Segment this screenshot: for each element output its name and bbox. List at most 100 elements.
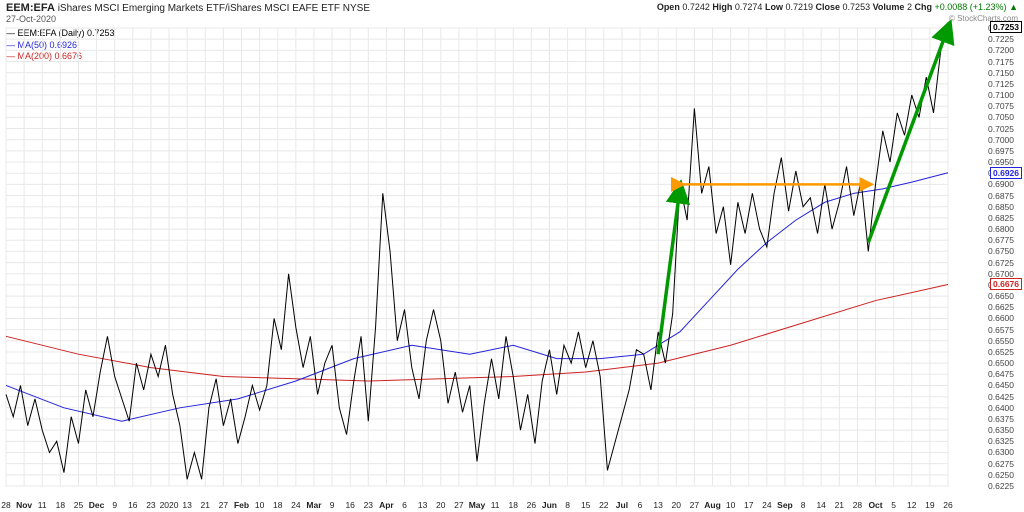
y-tick-label: 0.6225 <box>988 481 1014 491</box>
x-tick-label: 24 <box>762 500 771 510</box>
x-tick-label: 18 <box>56 500 65 510</box>
x-tick-label: Sep <box>777 500 793 510</box>
y-tick-label: 0.7150 <box>988 68 1014 78</box>
y-tick-label: 0.6650 <box>988 291 1014 301</box>
x-tick-label: Dec <box>89 500 105 510</box>
volume-label: Volume <box>873 2 905 12</box>
price-flag: 0.6676 <box>990 278 1022 290</box>
x-tick-label: 20 <box>672 500 681 510</box>
chg-label: Chg <box>914 2 932 12</box>
x-tick-label: 21 <box>201 500 210 510</box>
y-tick-label: 0.6575 <box>988 325 1014 335</box>
x-tick-label: 20 <box>436 500 445 510</box>
x-tick-label: 11 <box>491 500 500 510</box>
y-tick-label: 0.6825 <box>988 213 1014 223</box>
y-tick-label: 0.7050 <box>988 112 1014 122</box>
price-flag: 0.6926 <box>990 167 1022 179</box>
y-tick-label: 0.6775 <box>988 235 1014 245</box>
x-tick-label: 10 <box>255 500 264 510</box>
y-tick-label: 0.7200 <box>988 45 1014 55</box>
y-tick-label: 0.7025 <box>988 124 1014 134</box>
x-tick-label: 10 <box>726 500 735 510</box>
x-tick-label: 13 <box>653 500 662 510</box>
y-tick-label: 0.6975 <box>988 146 1014 156</box>
close-label: Close <box>816 2 841 12</box>
y-tick-label: 0.7075 <box>988 101 1014 111</box>
y-tick-label: 0.6450 <box>988 380 1014 390</box>
stock-chart: EEM:EFA iShares MSCI Emerging Markets ET… <box>0 0 1024 512</box>
x-tick-label: 21 <box>835 500 844 510</box>
ohlc-bar: Open 0.7242 High 0.7274 Low 0.7219 Close… <box>657 2 1018 12</box>
x-tick-label: 15 <box>581 500 590 510</box>
y-tick-label: 0.6550 <box>988 336 1014 346</box>
chg-value: +0.0088 (+1.23%) <box>935 2 1007 12</box>
x-tick-label: 18 <box>273 500 282 510</box>
y-tick-label: 0.7000 <box>988 135 1014 145</box>
low-value: 0.7219 <box>785 2 813 12</box>
x-tick-label: Oct <box>868 500 882 510</box>
y-tick-label: 0.7125 <box>988 79 1014 89</box>
open-label: Open <box>657 2 680 12</box>
volume-value: 2 <box>907 2 912 12</box>
x-tick-label: 6 <box>402 500 407 510</box>
y-tick-label: 0.6800 <box>988 224 1014 234</box>
x-tick-label: 24 <box>291 500 300 510</box>
high-label: High <box>712 2 732 12</box>
chg-arrow-icon: ▲ <box>1009 2 1018 12</box>
x-tick-label: 18 <box>508 500 517 510</box>
y-tick-label: 0.6475 <box>988 369 1014 379</box>
x-tick-label: 25 <box>74 500 83 510</box>
y-tick-label: 0.6375 <box>988 414 1014 424</box>
x-tick-label: Apr <box>379 500 394 510</box>
x-tick-label: 13 <box>418 500 427 510</box>
x-tick-label: 19 <box>925 500 934 510</box>
x-tick-label: Jul <box>616 500 628 510</box>
y-tick-label: 0.6275 <box>988 459 1014 469</box>
y-tick-label: 0.6400 <box>988 403 1014 413</box>
y-tick-label: 0.6950 <box>988 157 1014 167</box>
y-tick-label: 0.7175 <box>988 57 1014 67</box>
x-tick-label: 28 <box>853 500 862 510</box>
y-tick-label: 0.6425 <box>988 392 1014 402</box>
y-tick-label: 0.6250 <box>988 470 1014 480</box>
y-tick-label: 0.7225 <box>988 34 1014 44</box>
x-tick-label: 22 <box>599 500 608 510</box>
close-value: 0.7253 <box>843 2 871 12</box>
y-tick-label: 0.6875 <box>988 191 1014 201</box>
x-tick-label: 6 <box>638 500 643 510</box>
x-tick-label: Aug <box>704 500 721 510</box>
x-tick-label: 14 <box>816 500 825 510</box>
y-tick-label: 0.6900 <box>988 179 1014 189</box>
x-tick-label: 28 <box>1 500 10 510</box>
x-tick-label: Nov <box>16 500 32 510</box>
y-tick-label: 0.6525 <box>988 347 1014 357</box>
x-tick-label: 27 <box>690 500 699 510</box>
y-axis-labels: 0.62250.62500.62750.63000.63250.63500.63… <box>988 20 1024 498</box>
x-tick-label: 8 <box>565 500 570 510</box>
x-tick-label: 16 <box>345 500 354 510</box>
y-tick-label: 0.7100 <box>988 90 1014 100</box>
price-flag: 0.7253 <box>990 21 1022 33</box>
x-tick-label: 9 <box>330 500 335 510</box>
y-tick-label: 0.6700 <box>988 269 1014 279</box>
chart-plot <box>4 20 986 498</box>
open-value: 0.7242 <box>682 2 710 12</box>
y-tick-label: 0.6300 <box>988 447 1014 457</box>
symbol: EEM:EFA <box>6 2 55 14</box>
symbol-desc: iShares MSCI Emerging Markets ETF/iShare… <box>58 3 370 14</box>
x-tick-label: 26 <box>943 500 952 510</box>
x-tick-label: 17 <box>744 500 753 510</box>
x-tick-label: 27 <box>219 500 228 510</box>
x-axis-labels: 28Nov111825Dec916232020132127Feb101824Ma… <box>4 500 986 512</box>
x-tick-label: 26 <box>527 500 536 510</box>
low-label: Low <box>765 2 783 12</box>
y-tick-label: 0.6325 <box>988 436 1014 446</box>
high-value: 0.7274 <box>735 2 763 12</box>
x-tick-label: 13 <box>182 500 191 510</box>
y-tick-label: 0.6750 <box>988 246 1014 256</box>
x-tick-label: May <box>469 500 486 510</box>
x-tick-label: 5 <box>891 500 896 510</box>
x-tick-label: 27 <box>454 500 463 510</box>
x-tick-label: 9 <box>112 500 117 510</box>
x-tick-label: 12 <box>907 500 916 510</box>
